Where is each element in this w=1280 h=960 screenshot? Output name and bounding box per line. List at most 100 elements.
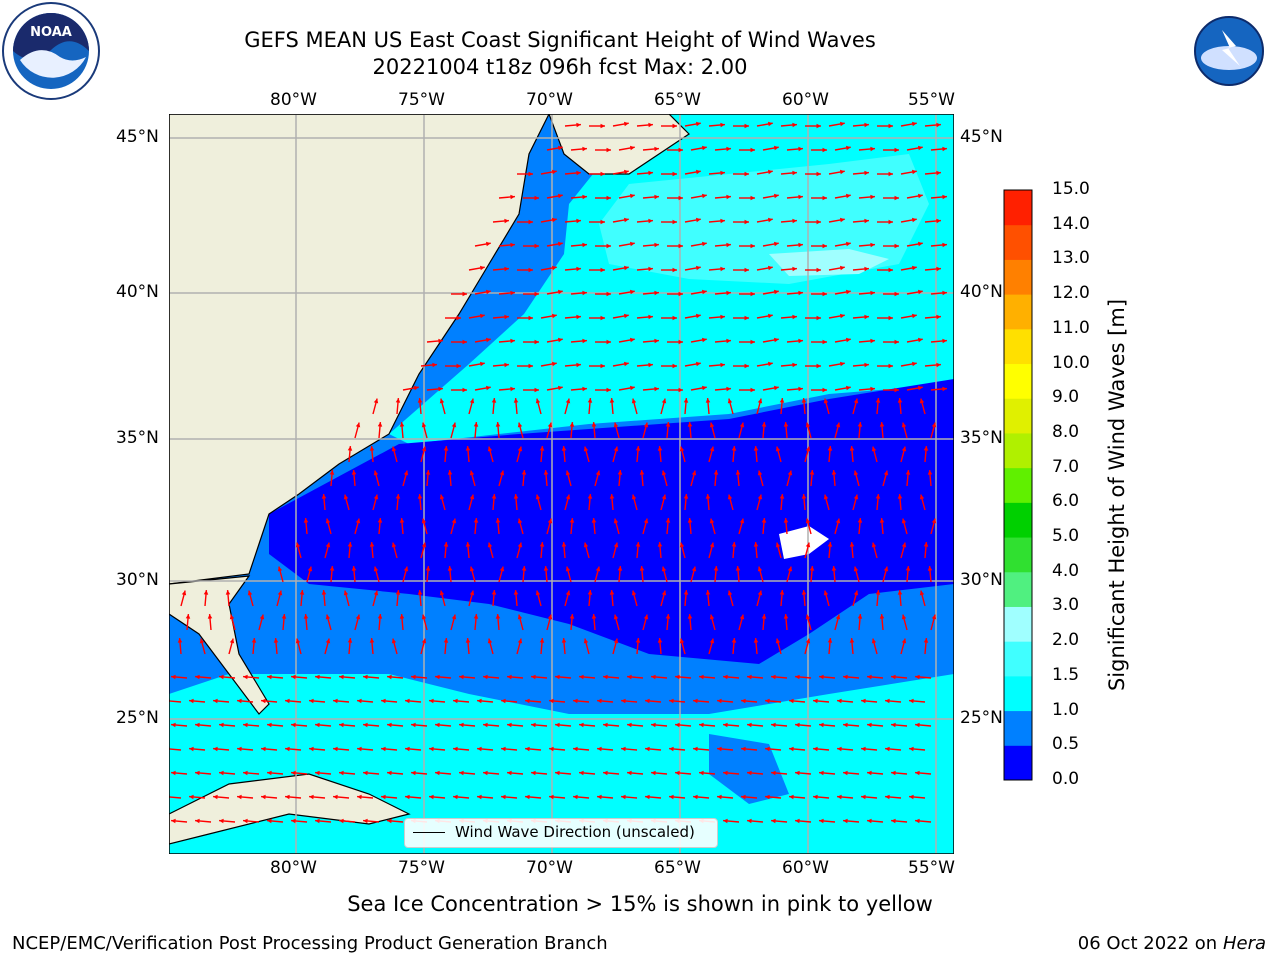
wave-arrow-head <box>539 542 545 547</box>
wave-arrow-head <box>582 338 587 344</box>
wind-wave-arrows <box>169 121 948 824</box>
colorbar-tick-label: 8.0 <box>1052 421 1080 442</box>
wave-arrow-head <box>369 638 375 643</box>
wave-arrow-head <box>792 314 797 320</box>
wave-arrow-head <box>679 542 685 548</box>
wave-arrow-head <box>726 386 731 392</box>
wave-arrow-head <box>672 219 677 225</box>
colorbar-tick-label: 15.0 <box>1052 179 1090 199</box>
wave-arrow-head <box>911 265 917 271</box>
wave-arrow-head <box>547 614 553 620</box>
wave-arrow-head <box>309 794 314 800</box>
wave-arrow-head <box>720 218 725 224</box>
lat-label-right: 30°N <box>960 570 1003 590</box>
wave-arrow-head <box>462 339 467 345</box>
colorbar-tick-label: 1.5 <box>1052 664 1080 685</box>
wave-arrow-head <box>911 121 917 127</box>
wave-arrow-head <box>535 494 541 500</box>
wave-arrow-head <box>723 674 728 680</box>
colorbar-segment <box>1004 432 1032 469</box>
wave-arrow-head <box>429 794 434 800</box>
wave-arrow-head <box>195 674 200 680</box>
wave-arrow-head <box>787 470 793 476</box>
chart-title: GEFS MEAN US East Coast Significant Heig… <box>244 28 876 52</box>
wave-arrow-head <box>629 337 635 343</box>
wave-arrow-head <box>528 267 533 273</box>
wave-arrow-head <box>343 590 349 596</box>
wave-arrow-head <box>853 494 859 500</box>
wave-arrow-head <box>395 494 401 499</box>
wave-arrow-head <box>373 494 379 500</box>
wave-arrow-head <box>623 313 629 319</box>
colorbar-segment <box>1004 675 1032 712</box>
wave-arrow-head <box>207 614 213 619</box>
wave-arrow-head <box>709 638 715 644</box>
wave-arrow-head <box>483 674 488 680</box>
wave-arrow-head <box>395 590 401 595</box>
wave-arrow-head <box>701 337 707 343</box>
wave-arrow-head <box>421 638 427 644</box>
wave-arrow-head <box>661 566 667 572</box>
wave-arrow-head <box>695 169 701 175</box>
wave-arrow-head <box>915 722 920 728</box>
wave-arrow-head <box>195 722 200 728</box>
wave-arrow-head <box>285 746 290 752</box>
wave-arrow-head <box>587 590 593 595</box>
wave-arrow-head <box>757 590 763 596</box>
wave-arrow-head <box>251 638 257 643</box>
wave-arrow-head <box>767 361 773 367</box>
wave-arrow-head <box>557 145 563 151</box>
wave-arrow-head <box>219 674 224 680</box>
wave-arrow-head <box>373 590 379 596</box>
lon-label-bottom: 75°W <box>398 858 445 878</box>
wave-arrow-head <box>731 446 737 451</box>
wave-arrow-head <box>573 698 578 704</box>
wave-arrow-head <box>750 291 755 297</box>
legend-label: Wind Wave Direction (unscaled) <box>455 823 695 841</box>
wave-arrow-head <box>421 614 427 620</box>
wave-arrow-head <box>504 362 509 368</box>
wave-arrow-head <box>747 674 752 680</box>
wave-arrow-head <box>693 794 698 800</box>
wave-arrow-head <box>432 362 437 368</box>
wave-arrow-head <box>429 698 434 704</box>
colorbar-segment <box>1004 571 1032 607</box>
wave-arrow-head <box>750 147 755 153</box>
wave-arrow-head <box>931 614 937 620</box>
wave-arrow-head <box>720 170 725 176</box>
wave-arrow-head <box>639 566 645 571</box>
wave-arrow-head <box>744 315 749 321</box>
wave-arrow-head <box>333 698 338 704</box>
wave-arrow-head <box>805 518 811 524</box>
wave-arrow-head <box>219 722 224 728</box>
colorbar-tick-label: 0.0 <box>1052 769 1080 789</box>
wave-arrow-head <box>773 385 779 391</box>
lat-label-left: 25°N <box>116 708 159 728</box>
wave-arrow-head <box>911 217 917 223</box>
wave-arrow-head <box>792 218 797 224</box>
colorbar-tick-label: 2.0 <box>1052 630 1080 651</box>
wave-arrow-head <box>213 746 218 752</box>
wave-arrow-head <box>783 518 789 523</box>
wave-arrow-head <box>771 722 776 728</box>
wave-arrow-head <box>339 722 344 728</box>
wave-arrow-head <box>569 518 575 523</box>
generation-date: 06 Oct 2022 on Hera <box>1078 933 1266 954</box>
wave-arrow-head <box>699 770 704 776</box>
wave-arrow-head <box>629 385 635 391</box>
wave-arrow-head <box>551 217 557 223</box>
wave-arrow-head <box>767 265 773 271</box>
wave-arrow-head <box>888 171 893 177</box>
wave-arrow-head <box>600 171 605 177</box>
wave-arrow-head <box>845 241 851 247</box>
wave-arrow-head <box>839 313 845 319</box>
wave-arrow-head <box>613 518 619 524</box>
wave-arrow-head <box>750 195 755 201</box>
wave-arrow-head <box>583 638 589 644</box>
wave-arrow-head <box>816 315 821 321</box>
wave-arrow-head <box>888 315 893 321</box>
wave-arrow-head <box>750 243 755 249</box>
wave-arrow-head <box>789 746 794 752</box>
wave-arrow-head <box>525 794 530 800</box>
wave-arrow-head <box>261 698 266 704</box>
